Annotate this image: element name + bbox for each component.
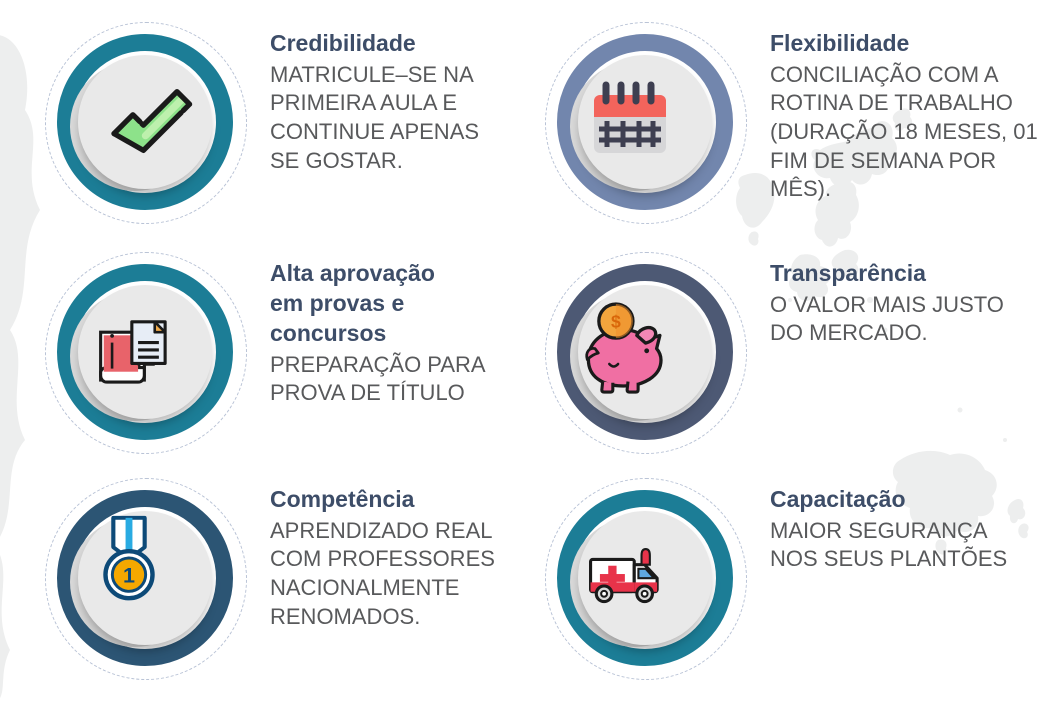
svg-text:$: $ [611, 312, 621, 332]
svg-text:1: 1 [123, 563, 135, 588]
